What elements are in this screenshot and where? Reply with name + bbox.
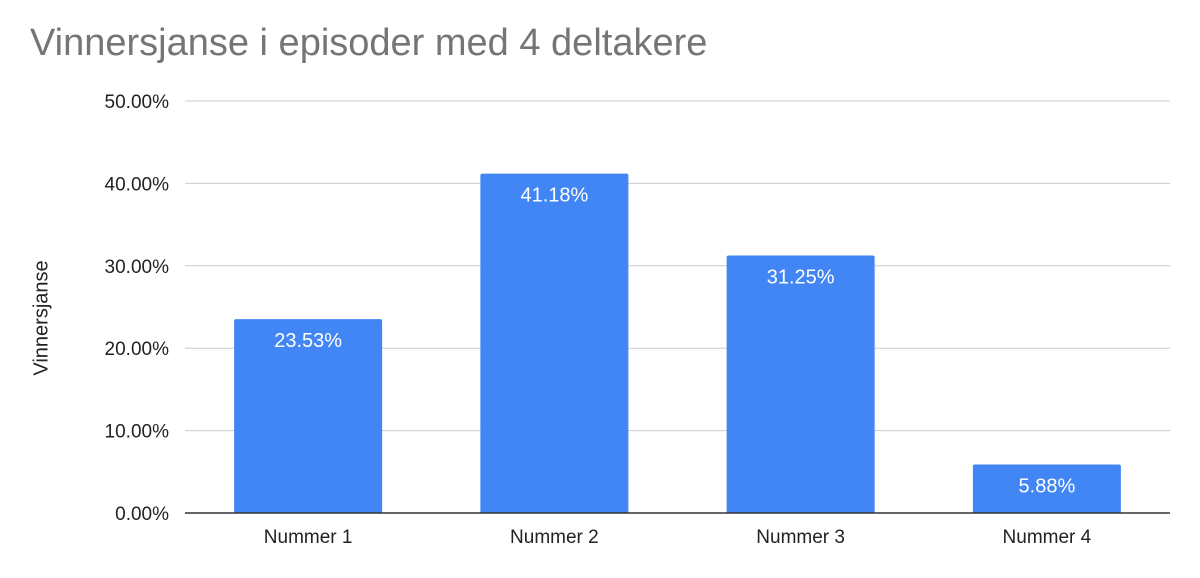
x-tick-label: Nummer 1	[264, 527, 353, 548]
bar-nummer-4	[972, 464, 1121, 513]
y-tick-label: 40.00%	[105, 174, 170, 195]
y-tick-label: 0.00%	[115, 504, 169, 525]
x-tick-label: Nummer 3	[756, 527, 845, 548]
bar-nummer-2	[480, 173, 629, 513]
x-axis-ticks: Nummer 1 Nummer 2 Nummer 3 Nummer 4	[264, 527, 1092, 548]
data-label: 5.88%	[1019, 476, 1076, 498]
bar-nummer-3	[726, 255, 875, 513]
y-tick-label: 50.00%	[105, 92, 170, 113]
data-label: 31.25%	[767, 267, 835, 289]
y-tick-label: 30.00%	[105, 257, 170, 278]
bars	[234, 173, 1121, 513]
x-tick-label: Nummer 4	[1003, 527, 1092, 548]
chart-title: Vinnersjanse i episoder med 4 deltakere	[30, 22, 708, 64]
y-tick-label: 20.00%	[105, 339, 170, 360]
y-axis-ticks: 0.00% 10.00% 20.00% 30.00% 40.00% 50.00%	[105, 92, 170, 525]
data-label: 41.18%	[520, 185, 588, 207]
x-tick-label: Nummer 2	[510, 527, 599, 548]
data-label: 23.53%	[274, 330, 342, 352]
bar-nummer-1	[234, 319, 383, 513]
data-labels: 23.53% 41.18% 31.25% 5.88%	[274, 185, 1075, 498]
y-tick-label: 10.00%	[105, 422, 170, 443]
